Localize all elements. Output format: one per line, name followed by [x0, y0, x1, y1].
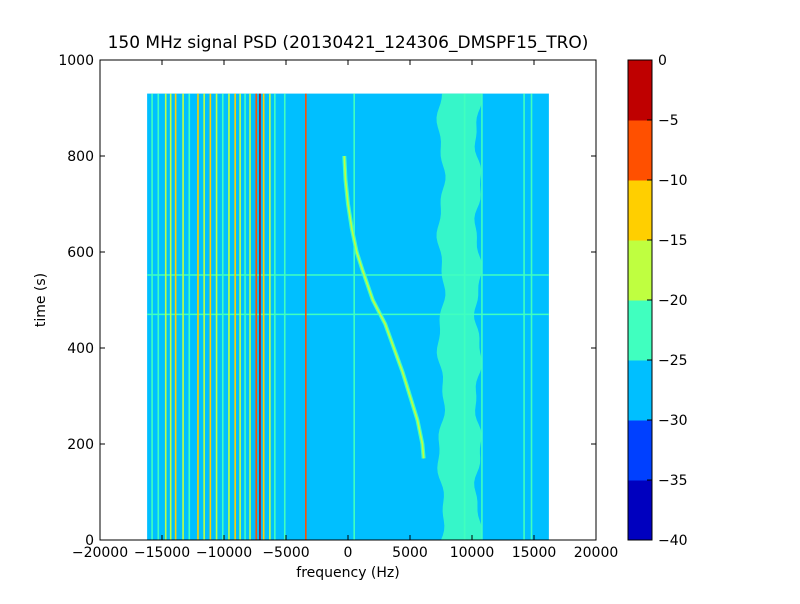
colorbar-segment	[628, 120, 652, 181]
colorbar-segment	[628, 180, 652, 241]
y-axis: 0 200 400 600 800 1000	[58, 53, 596, 549]
x-tick-label: 20000	[574, 545, 619, 561]
colorbar: −40 −35 −30 −25 −20 −15 −10 −5 0	[627, 53, 688, 549]
x-axis: −20000 −15000 −10000 −5000 0 5000 10000 15000 20…	[72, 60, 618, 561]
y-tick-label: 600	[67, 245, 94, 261]
x-axis-label: frequency (Hz)	[296, 565, 399, 581]
y-axis-label: time (s)	[33, 273, 49, 327]
heatmap-layer	[147, 93, 549, 540]
colorbar-tick-label: −5	[658, 113, 679, 129]
y-tick-label: 800	[67, 149, 94, 165]
colorbar-segment	[628, 240, 652, 301]
x-tick-label: −15000	[134, 545, 190, 561]
doppler-curve	[343, 155, 425, 459]
colorbar-tick-label: −20	[658, 293, 688, 309]
x-tick-label: 0	[344, 545, 353, 561]
colorbar-tick-label: −10	[658, 173, 688, 189]
y-tick-label: 0	[85, 533, 94, 549]
colorbar-segment	[628, 420, 652, 481]
y-tick-label: 400	[67, 341, 94, 357]
heatmap-background-region	[147, 93, 549, 540]
x-tick-label: −10000	[196, 545, 252, 561]
colorbar-segment	[628, 480, 652, 541]
y-tick-label: 200	[67, 437, 94, 453]
colorbar-segment	[628, 300, 652, 361]
x-tick-label: −20000	[72, 545, 128, 561]
x-tick-label: −5000	[262, 545, 309, 561]
x-tick-label: 5000	[392, 545, 428, 561]
colorbar-tick-label: −15	[658, 233, 688, 249]
colorbar-tick-label: −25	[658, 353, 688, 369]
chart-title: 150 MHz signal PSD (20130421_124306_DMSP…	[108, 33, 589, 53]
colorbar-tick-label: −35	[658, 473, 688, 489]
colorbar-segment	[628, 360, 652, 421]
colorbar-tick-label: −40	[658, 533, 688, 549]
x-tick-label: 10000	[450, 545, 495, 561]
colorbar-tick-label: −30	[658, 413, 688, 429]
colorbar-tick-label: 0	[658, 53, 667, 69]
noise-band	[436, 93, 483, 540]
x-tick-label: 15000	[512, 545, 557, 561]
y-tick-label: 1000	[58, 53, 94, 69]
colorbar-segment	[628, 60, 652, 121]
